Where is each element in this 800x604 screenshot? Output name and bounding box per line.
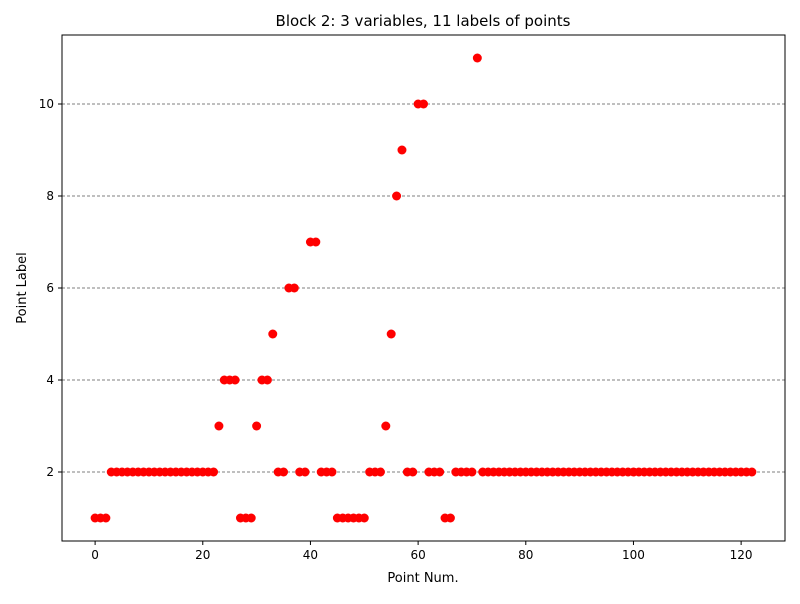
data-point xyxy=(311,237,321,247)
data-point xyxy=(381,421,391,431)
data-point xyxy=(445,513,455,523)
y-tick-label: 2 xyxy=(46,465,54,479)
data-point xyxy=(279,467,289,477)
x-axis-label: Point Num. xyxy=(387,571,458,586)
y-tick-label: 4 xyxy=(46,373,54,387)
data-point xyxy=(262,375,272,385)
data-point xyxy=(327,467,337,477)
chart-title: Block 2: 3 variables, 11 labels of point… xyxy=(276,12,571,30)
data-point xyxy=(214,421,224,431)
y-tick-label: 6 xyxy=(46,281,54,295)
data-point xyxy=(747,467,757,477)
y-axis-ticks: 2 4 6 8 10 xyxy=(39,97,62,479)
data-point xyxy=(408,467,418,477)
y-tick-label: 8 xyxy=(46,189,54,203)
data-point xyxy=(419,99,428,109)
x-tick-label: 60 xyxy=(410,548,425,562)
y-tick-label: 10 xyxy=(39,97,54,111)
data-point xyxy=(375,467,385,477)
data-point xyxy=(252,421,262,431)
x-tick-label: 120 xyxy=(730,548,753,562)
x-tick-label: 100 xyxy=(622,548,645,562)
x-tick-label: 40 xyxy=(303,548,318,562)
data-points xyxy=(90,53,757,523)
data-point xyxy=(392,191,402,201)
data-point xyxy=(289,283,299,293)
x-axis-ticks: 0 20 40 60 80 100 120 xyxy=(91,541,753,562)
data-point xyxy=(209,467,219,477)
data-point xyxy=(246,513,256,523)
data-point xyxy=(435,467,445,477)
x-tick-label: 20 xyxy=(195,548,210,562)
data-point xyxy=(359,513,369,523)
data-point xyxy=(230,375,240,385)
y-axis-label: Point Label xyxy=(15,252,30,323)
data-point xyxy=(300,467,310,477)
data-point xyxy=(101,513,111,523)
data-point xyxy=(467,467,477,477)
data-point xyxy=(472,53,482,63)
data-point xyxy=(386,329,396,339)
x-tick-label: 0 xyxy=(91,548,99,562)
x-tick-label: 80 xyxy=(518,548,533,562)
data-point xyxy=(268,329,278,339)
data-point xyxy=(397,145,407,155)
